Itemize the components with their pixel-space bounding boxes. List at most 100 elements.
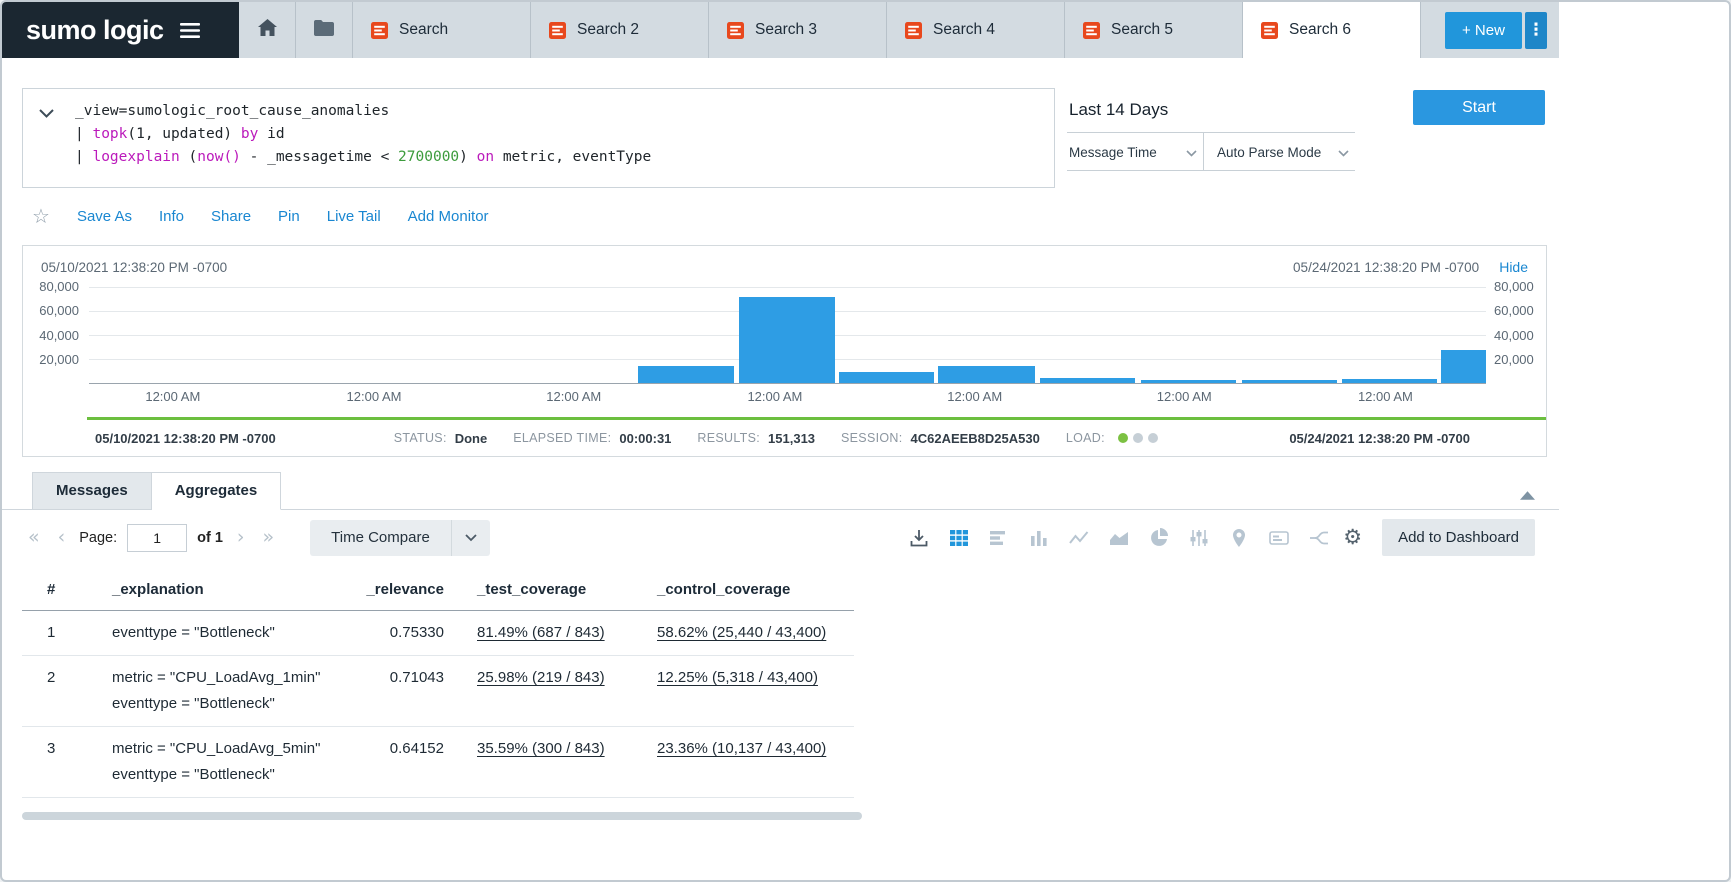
favorite-star-icon[interactable]: ☆ — [32, 204, 50, 228]
hamburger-menu-icon[interactable] — [179, 22, 200, 38]
y-axis-label: 40,000 — [1494, 327, 1534, 343]
new-button[interactable]: + New — [1445, 11, 1522, 49]
histogram-bar[interactable] — [1441, 350, 1486, 383]
parse-mode-dropdown[interactable]: Auto Parse Mode — [1203, 133, 1355, 171]
histogram-chart: 80,000 60,000 40,000 20,000 80,000 60,000 40,… — [23, 279, 1546, 384]
gridline — [89, 287, 1486, 288]
search-tab-label: Search 3 — [755, 21, 818, 38]
horizontal-scrollbar-thumb[interactable] — [22, 812, 862, 820]
collapse-results-button[interactable] — [1520, 487, 1535, 505]
x-axis-label: 12:00 AM — [346, 389, 402, 404]
test-coverage-link[interactable]: 35.59% (300 / 843) — [477, 740, 605, 757]
map-icon[interactable] — [1229, 528, 1249, 548]
search-tab-search-4[interactable]: Search 4 — [887, 2, 1065, 58]
download-icon[interactable] — [909, 528, 929, 548]
action-live-tail[interactable]: Live Tail — [326, 207, 381, 225]
query-editor: _view=sumologic_root_cause_anomalies | to… — [22, 88, 1055, 188]
status-label: RESULTS: — [697, 431, 761, 445]
histogram-bar[interactable] — [1140, 379, 1236, 383]
box-plot-icon[interactable] — [1189, 528, 1209, 548]
explanation-line: eventtype = "Bottleneck" — [112, 695, 275, 712]
status-value: Done — [454, 430, 488, 446]
time-compare-dropdown-icon[interactable] — [450, 519, 490, 556]
status-start-time: 05/10/2021 12:38:20 PM -0700 — [95, 430, 276, 446]
sumo-search-icon — [371, 21, 388, 39]
table-header-row: # _explanation _relevance _test_coverage _co… — [22, 567, 854, 611]
table-icon[interactable] — [949, 528, 969, 548]
message-time-dropdown[interactable]: Message Time — [1067, 133, 1203, 171]
sumo-search-icon — [727, 21, 744, 39]
relevance-cell: 0.75330 — [389, 624, 444, 641]
histogram-bar[interactable] — [1241, 379, 1337, 383]
search-tab-label: Search 6 — [1289, 21, 1352, 38]
y-axis-label: 80,000 — [39, 279, 79, 294]
histogram-bar[interactable] — [839, 372, 935, 383]
action-add-monitor[interactable]: Add Monitor — [407, 207, 489, 225]
action-info[interactable]: Info — [158, 207, 185, 225]
library-tab[interactable] — [296, 2, 353, 58]
column-chart-icon[interactable] — [1029, 528, 1049, 548]
sumo-search-icon — [1261, 21, 1278, 39]
y-axis-label: 60,000 — [1494, 303, 1534, 319]
prev-page-button[interactable]: ‹ — [57, 526, 66, 548]
last-page-button[interactable]: » — [262, 526, 275, 548]
sumo-logic-logo[interactable]: sumo logic — [2, 2, 239, 58]
explanation-line: eventtype = "Bottleneck" — [112, 766, 275, 783]
control-coverage-link[interactable]: 23.36% (10,137 / 43,400) — [657, 740, 827, 757]
search-tab-search-5[interactable]: Search 5 — [1065, 2, 1243, 58]
next-page-button[interactable]: › — [236, 526, 245, 548]
word-cloud-icon[interactable] — [1269, 528, 1290, 548]
sankey-icon[interactable] — [1309, 528, 1329, 548]
line-chart-icon[interactable] — [1069, 528, 1089, 548]
pie-chart-icon[interactable] — [1149, 527, 1169, 548]
histogram-bar[interactable] — [1342, 378, 1438, 383]
time-compare-button[interactable]: Time Compare — [310, 519, 490, 556]
test-coverage-link[interactable]: 25.98% (219 / 843) — [477, 669, 605, 686]
search-tabs: Search Search 2 Search 3 Search 4 Search 5 Se… — [353, 2, 1421, 58]
start-search-button[interactable]: Start — [1413, 90, 1545, 125]
aggregates-table: # _explanation _relevance _test_coverage _co… — [22, 567, 854, 798]
chevron-down-icon — [1338, 145, 1349, 160]
y-axis-left: 80,000 60,000 40,000 20,000 — [23, 279, 89, 384]
search-tab-search[interactable]: Search — [353, 2, 531, 58]
time-compare-label: Time Compare — [331, 529, 430, 546]
relevance-cell: 0.64152 — [389, 740, 444, 757]
chevron-down-icon — [38, 105, 54, 187]
histogram-plot-area — [89, 287, 1486, 384]
action-share[interactable]: Share — [211, 207, 252, 225]
hide-histogram-link[interactable]: Hide — [1499, 259, 1528, 275]
home-tab[interactable] — [239, 2, 296, 58]
action-pin[interactable]: Pin — [278, 207, 300, 225]
results-tabs: Messages Aggregates — [32, 472, 282, 510]
histogram-bar[interactable] — [1040, 377, 1136, 383]
collapse-query-button[interactable] — [23, 89, 69, 187]
first-page-button[interactable]: « — [28, 526, 40, 548]
action-links: Save As Info Share Pin Live Tail Add Monitor — [77, 208, 489, 225]
query-line: | logexplain (now() - _messagetime < 270… — [75, 149, 652, 165]
action-save-as[interactable]: Save As — [76, 207, 132, 225]
add-to-dashboard-button[interactable]: Add to Dashboard — [1382, 519, 1535, 556]
test-coverage-link[interactable]: 81.49% (687 / 843) — [477, 624, 605, 641]
tab-aggregates[interactable]: Aggregates — [151, 472, 282, 510]
control-coverage-cell: 12.25% (5,318 / 43,400) — [624, 665, 854, 717]
search-tab-search-2[interactable]: Search 2 — [531, 2, 709, 58]
histogram-bar[interactable] — [738, 296, 835, 383]
tab-messages[interactable]: Messages — [32, 472, 152, 510]
time-range-dropdown[interactable]: Last 14 Days — [1067, 92, 1355, 133]
top-navigation: sumo logic Search Search 2 Search 3 Search … — [2, 2, 1559, 58]
gear-icon[interactable]: ⚙ — [1343, 525, 1363, 549]
histogram-bar[interactable] — [638, 365, 735, 383]
tab-options-kebab-icon[interactable]: ⋮ — [1524, 11, 1547, 49]
x-axis-label: 12:00 AM — [1156, 389, 1212, 404]
query-input[interactable]: _view=sumologic_root_cause_anomalies | to… — [69, 89, 1054, 187]
home-icon — [257, 19, 277, 41]
search-tab-search-6[interactable]: Search 6 — [1243, 2, 1421, 58]
page-number-input[interactable] — [127, 523, 188, 552]
bar-chart-icon[interactable] — [989, 528, 1009, 548]
control-coverage-link[interactable]: 58.62% (25,440 / 43,400) — [657, 624, 827, 641]
control-coverage-link[interactable]: 12.25% (5,318 / 43,400) — [657, 669, 818, 686]
histogram-bar[interactable] — [938, 365, 1035, 383]
status-status: STATUS: Done — [394, 431, 488, 446]
area-chart-icon[interactable] — [1109, 528, 1129, 548]
search-tab-search-3[interactable]: Search 3 — [709, 2, 887, 58]
